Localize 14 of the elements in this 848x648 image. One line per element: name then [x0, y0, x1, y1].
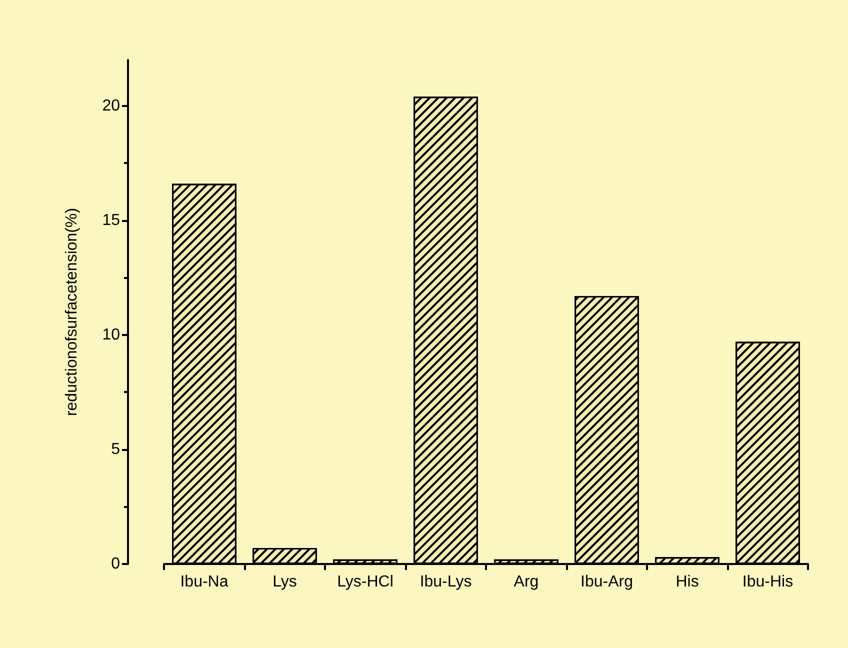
- y-axis-title: reductionofsurfacetension(%): [64, 208, 80, 416]
- x-tick-label: Lys: [272, 574, 297, 590]
- x-tick-label: Lys-HCl: [337, 574, 394, 590]
- x-tick-label: Ibu-Na: [180, 574, 228, 590]
- y-tick-label: 5: [111, 440, 120, 458]
- y-tick-label: 20: [102, 97, 120, 114]
- y-tick-label: 10: [102, 326, 120, 344]
- x-tick-label: His: [676, 574, 699, 590]
- x-tick-label: Ibu-His: [742, 574, 794, 590]
- x-tick-label: Arg: [514, 574, 539, 590]
- x-tick-label: Ibu-Lys: [420, 574, 472, 590]
- y-tick-label: 15: [102, 212, 120, 229]
- y-tick-label: 0: [111, 556, 120, 572]
- x-tick-label: Ibu-Arg: [580, 574, 633, 590]
